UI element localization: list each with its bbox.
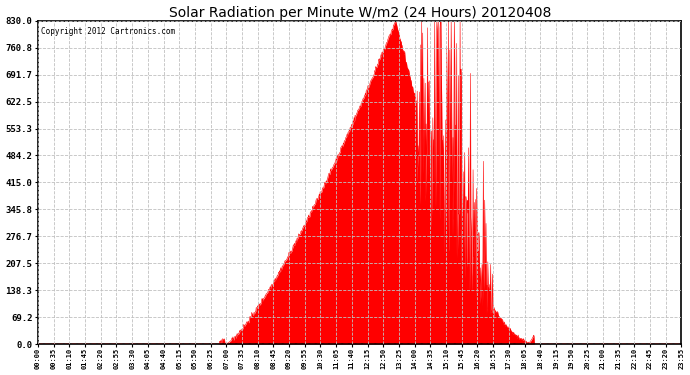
Title: Solar Radiation per Minute W/m2 (24 Hours) 20120408: Solar Radiation per Minute W/m2 (24 Hour… <box>168 6 551 20</box>
Text: Copyright 2012 Cartronics.com: Copyright 2012 Cartronics.com <box>41 27 175 36</box>
